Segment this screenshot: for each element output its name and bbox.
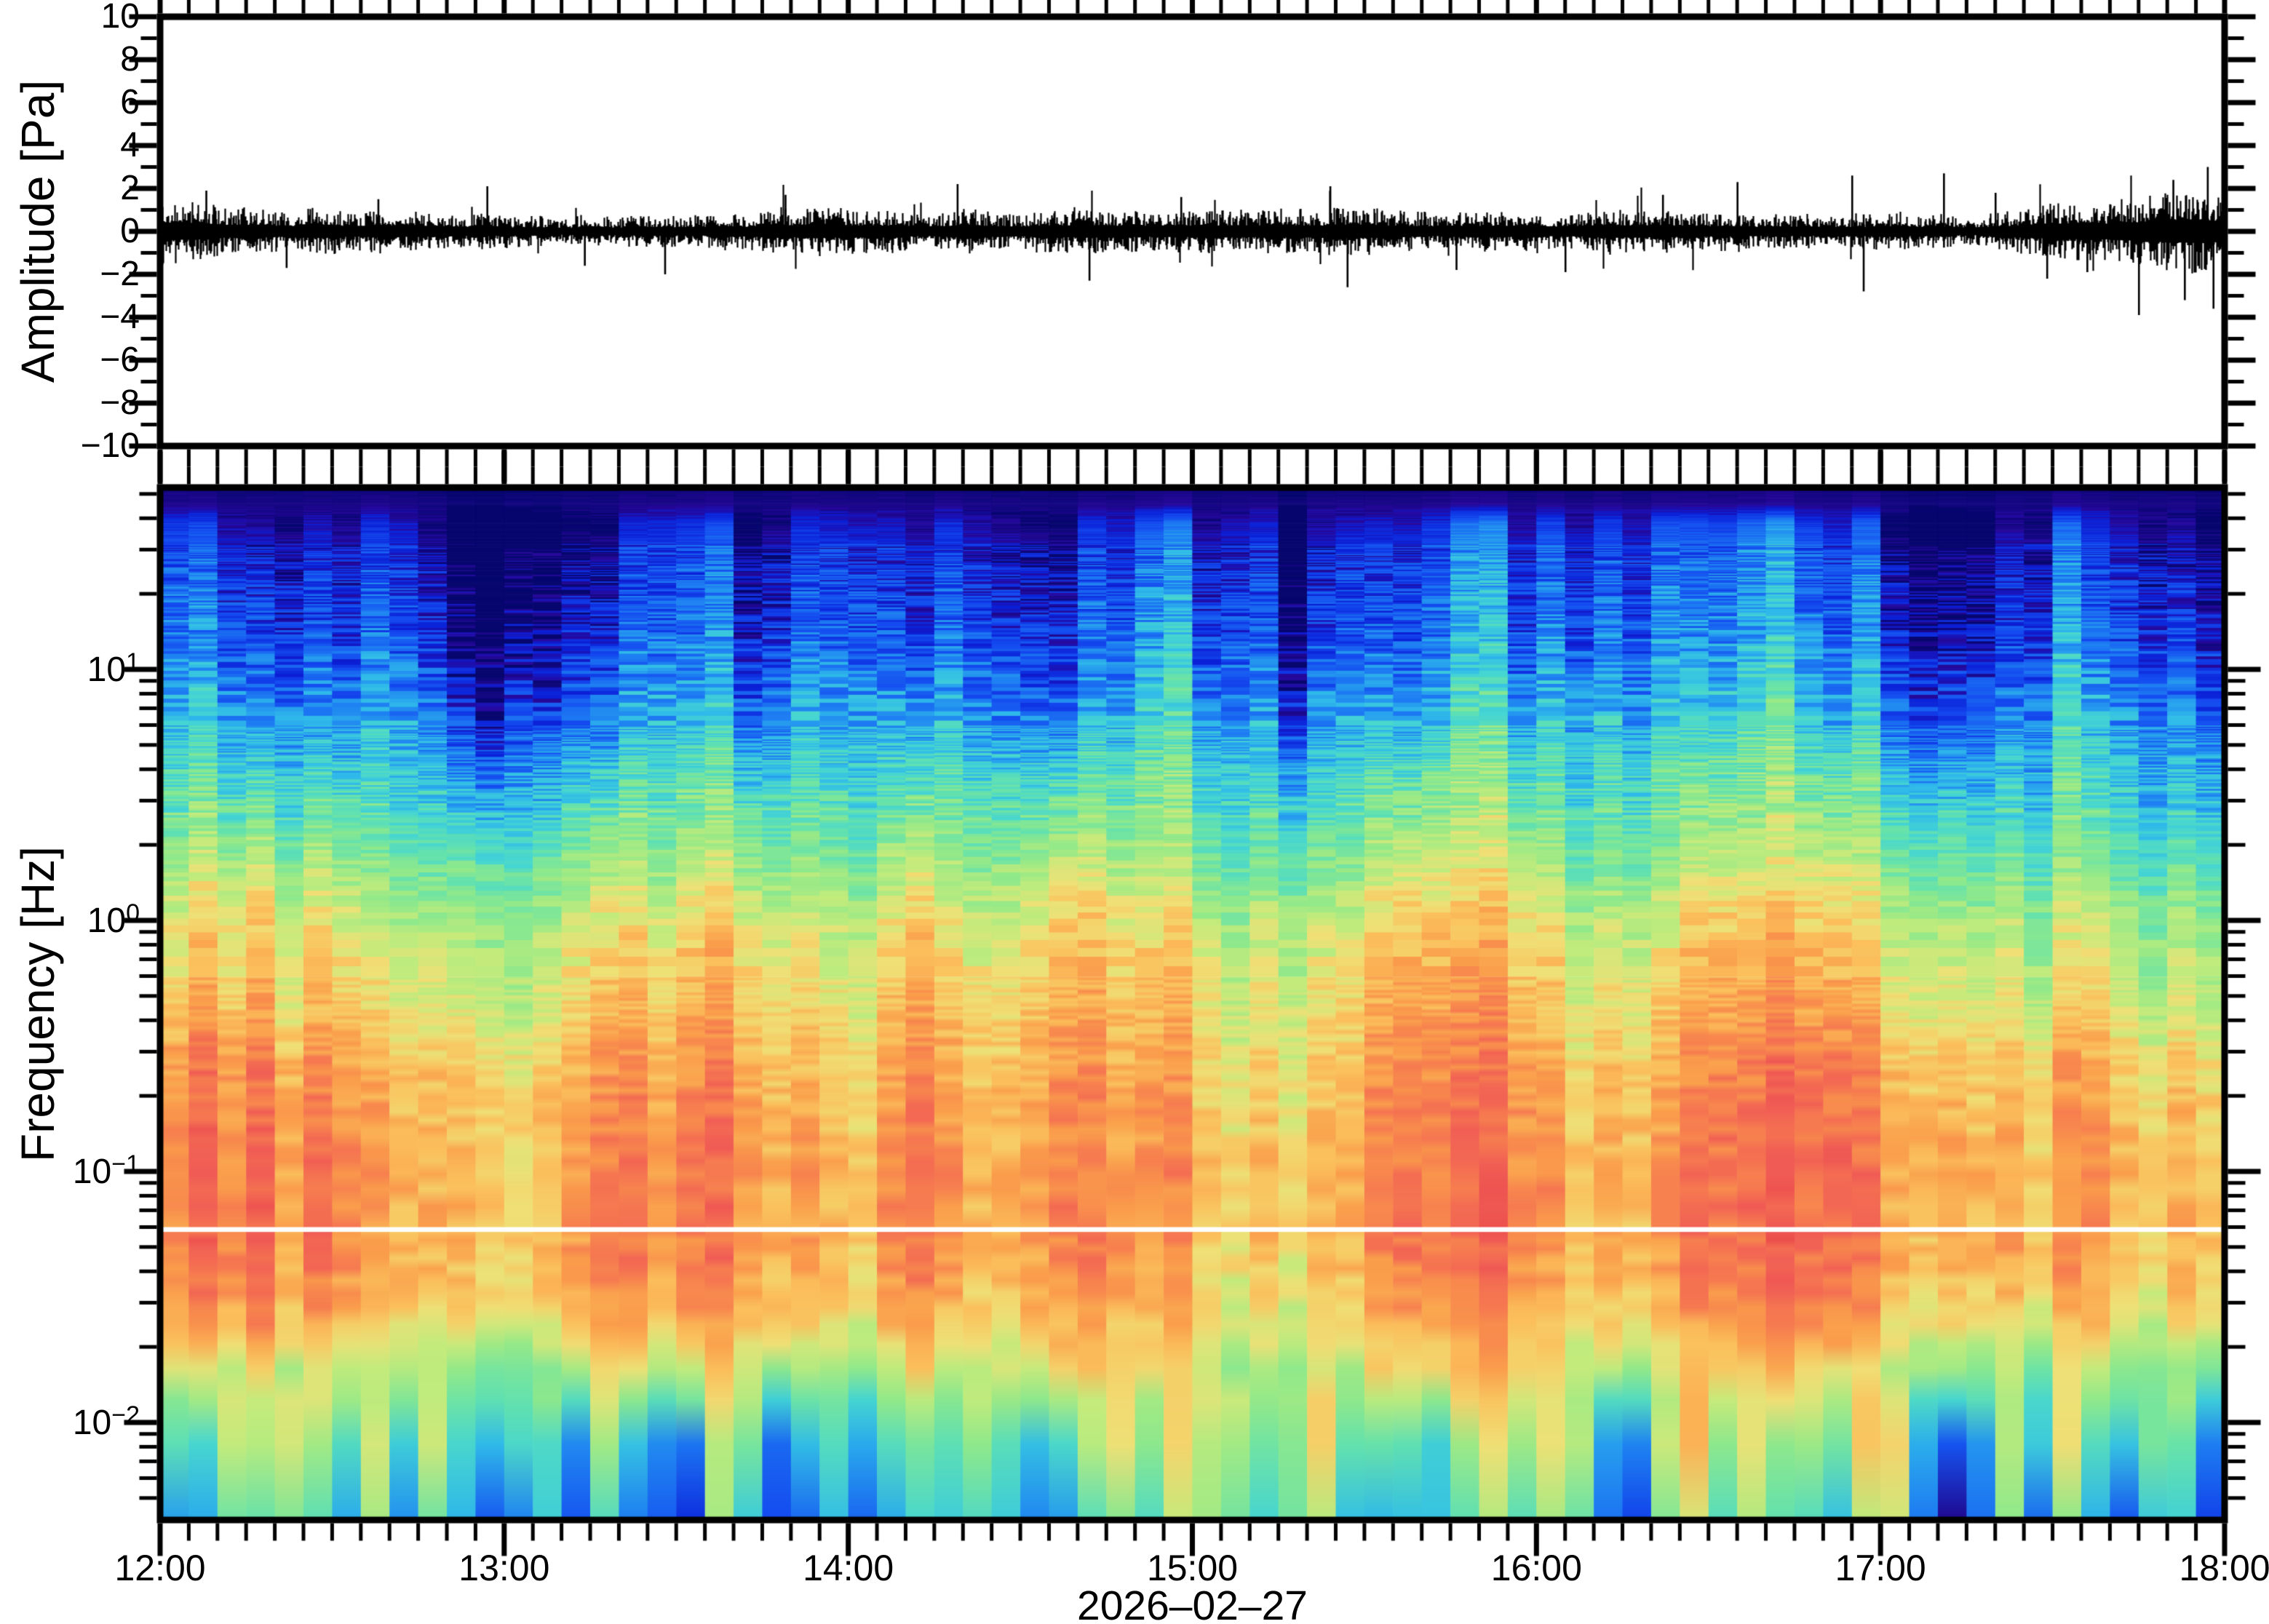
amplitude-tick-label: 4	[120, 126, 140, 164]
amplitude-tick-label: 2	[120, 169, 140, 207]
amplitude-axis-title: Amplitude [Pa]	[12, 79, 64, 383]
amplitude-tick-label: −4	[100, 298, 140, 336]
x-axis-date-label: 2026–02–27	[1076, 1583, 1308, 1624]
time-tick-label: 14:00	[803, 1548, 894, 1588]
time-tick-label: 15:00	[1146, 1548, 1239, 1588]
frequency-tick-label: 10−2	[72, 1401, 140, 1442]
amplitude-tick-label: −8	[100, 383, 140, 422]
amplitude-tick-label: −10	[80, 426, 140, 465]
amplitude-tick-label: 6	[120, 83, 140, 122]
amplitude-tick-label: 0	[120, 212, 140, 250]
amplitude-tick-label: 10	[100, 0, 140, 36]
frequency-axis-title: Frequency [Hz]	[12, 845, 64, 1162]
time-tick-label: 16:00	[1490, 1548, 1582, 1588]
amplitude-tick-label: −6	[100, 341, 140, 379]
time-tick-label: 13:00	[458, 1548, 550, 1588]
frequency-tick-label: 101	[87, 648, 140, 689]
amplitude-tick-label: −2	[100, 255, 140, 293]
time-tick-label: 18:00	[2179, 1548, 2269, 1588]
time-tick-label: 17:00	[1835, 1548, 1926, 1588]
time-tick-label: 12:00	[114, 1548, 206, 1588]
amplitude-tick-label: 8	[120, 40, 140, 79]
frequency-tick-label: 100	[87, 899, 140, 940]
frequency-tick-label: 10−1	[72, 1150, 140, 1191]
